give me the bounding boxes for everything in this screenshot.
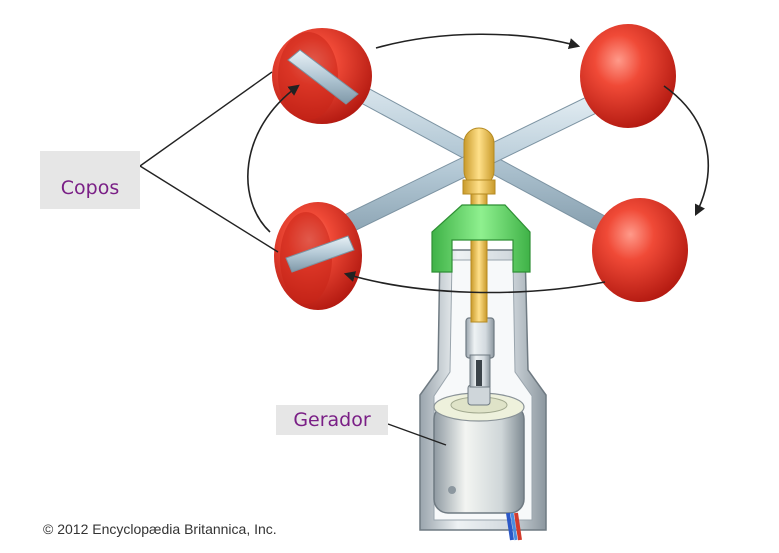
generator-label-text: Gerador [293,409,371,431]
generator-label: Gerador [276,405,388,435]
cup-top-left [272,28,372,124]
cup-bottom-left [274,202,362,310]
cup-bottom-right [592,198,688,302]
bearing-collar [431,204,531,273]
rotation-arrows [247,33,709,294]
coupling [465,317,495,388]
copyright-credit: © 2012 Encyclopædia Britannica, Inc. [43,521,277,537]
cup-top-right [580,24,676,128]
hub [462,127,496,195]
cups-label: Copos [40,151,140,209]
leader-lines [139,71,447,446]
cups-label-text: Copos [60,177,120,199]
generator [433,384,525,541]
